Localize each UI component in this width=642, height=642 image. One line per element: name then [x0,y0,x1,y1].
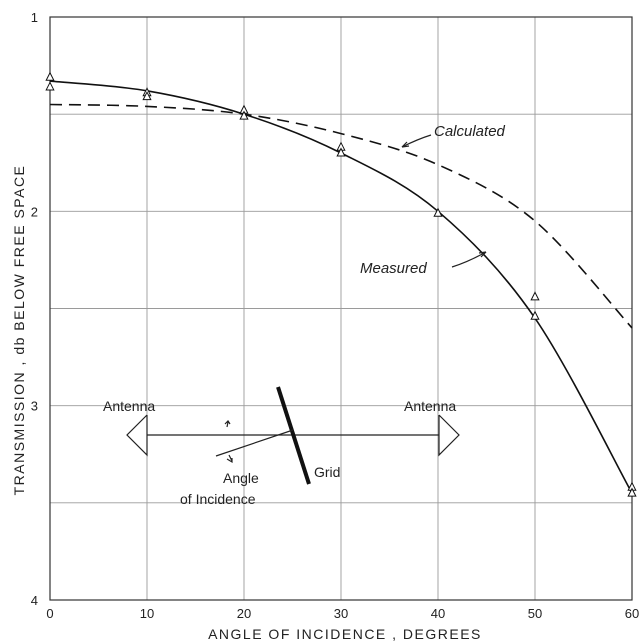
grid-bar [276,386,311,485]
y-tick-label: 1 [31,10,38,25]
grid-label: Grid [314,464,340,480]
measured-point-marker [530,291,540,301]
x-tick-label: 0 [46,606,53,621]
measured-point-marker [45,71,55,81]
x-tick-label: 60 [625,606,639,621]
angle-arc-bottom [226,454,233,464]
grid-lines [50,17,632,600]
measured-point-marker [142,91,152,101]
x-tick-label: 20 [237,606,251,621]
calculated-leader [401,134,432,148]
x-tick-label: 40 [431,606,445,621]
measured-series-line [49,80,633,494]
grid-normal-line [215,429,294,457]
antenna-left-label: Antenna [103,398,155,414]
series-lines [49,80,633,494]
antenna-right-shape [438,414,460,457]
y-axis-label: TRANSMISSION , db BELOW FREE SPACE [11,165,27,496]
measured-point-marker [239,110,249,120]
antenna-right-label: Antenna [404,398,456,414]
measured-points [45,71,637,497]
measured-label: Measured [360,260,427,277]
calculated-series-line [49,103,633,329]
angle-label-2: of Incidence [180,491,256,507]
measured-point-marker [45,81,55,91]
measured-leader [451,251,487,268]
x-tick-label: 30 [334,606,348,621]
measured-point-marker [336,147,346,157]
y-tick-label: 2 [31,204,38,219]
angle-label-1: Angle [223,470,259,486]
calculated-label: Calculated [434,123,506,140]
measured-point-marker [530,310,540,320]
measured-point-marker [627,487,637,497]
tick-labels: 0 10 20 30 40 50 60 1 2 3 4 [31,10,639,621]
inset-diagram: Antenna Antenna Angle of Incidence Grid [103,386,460,507]
x-tick-label: 10 [140,606,154,621]
y-tick-label: 4 [31,593,38,608]
x-axis-label: ANGLE OF INCIDENCE , DEGREES [208,626,482,642]
x-tick-label: 50 [528,606,542,621]
plot-frame [49,16,633,601]
measured-leader-arrow [478,251,487,258]
antenna-left-shape [126,414,148,457]
plot-border [49,16,633,601]
angle-arc-top [224,420,231,428]
measured-point-marker [433,207,443,217]
calculated-leader-arrow [401,141,410,148]
y-tick-label: 3 [31,399,38,414]
